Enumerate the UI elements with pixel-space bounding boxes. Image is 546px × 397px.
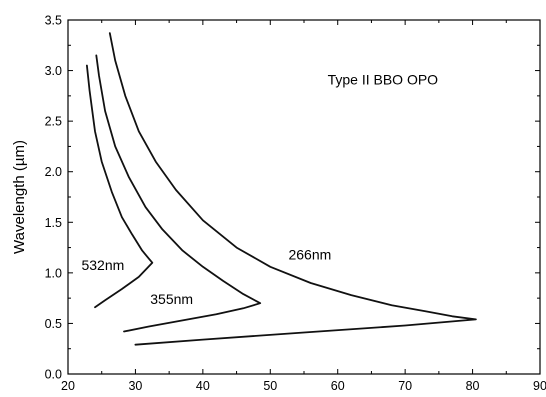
annotation: 355nm [150,291,193,307]
y-tick-label: 0.0 [45,368,62,382]
y-axis-label: Wavelength (µm) [11,140,28,254]
y-tick-label: 3.5 [45,14,62,28]
x-tick-label: 80 [466,379,480,393]
annotation: 266nm [288,247,331,263]
plot-frame [67,19,541,375]
series-line-0 [86,64,154,309]
x-tick-label: 40 [196,379,210,393]
x-tick-label: 60 [331,379,345,393]
series-group [86,32,477,346]
annotation: 532nm [81,257,124,273]
x-tick-label: 30 [128,379,142,393]
y-tick-label: 0.5 [45,317,62,331]
y-tick-label: 1.0 [45,266,62,280]
y-tick-label: 3.0 [45,64,62,78]
y-tick-label: 1.5 [45,216,62,230]
x-tick-label: 20 [61,379,75,393]
y-tick-label: 2.5 [45,115,62,129]
annotation: Type II BBO OPO [328,72,439,88]
x-tick-label: 70 [398,379,412,393]
annotations: Type II BBO OPO 532nm 355nm 266nm [81,72,438,307]
series-line-2 [108,32,477,346]
series-line-1 [95,54,262,333]
y-tick-label: 2.0 [45,165,62,179]
x-tick-label: 50 [263,379,277,393]
tick-labels: 20 30 40 50 60 70 80 90 0.0 0.5 1.0 1.5 2.0 2.5 3.0 3.5 [45,14,546,394]
axis-ticks [67,19,541,375]
x-tick-label: 90 [533,379,546,393]
